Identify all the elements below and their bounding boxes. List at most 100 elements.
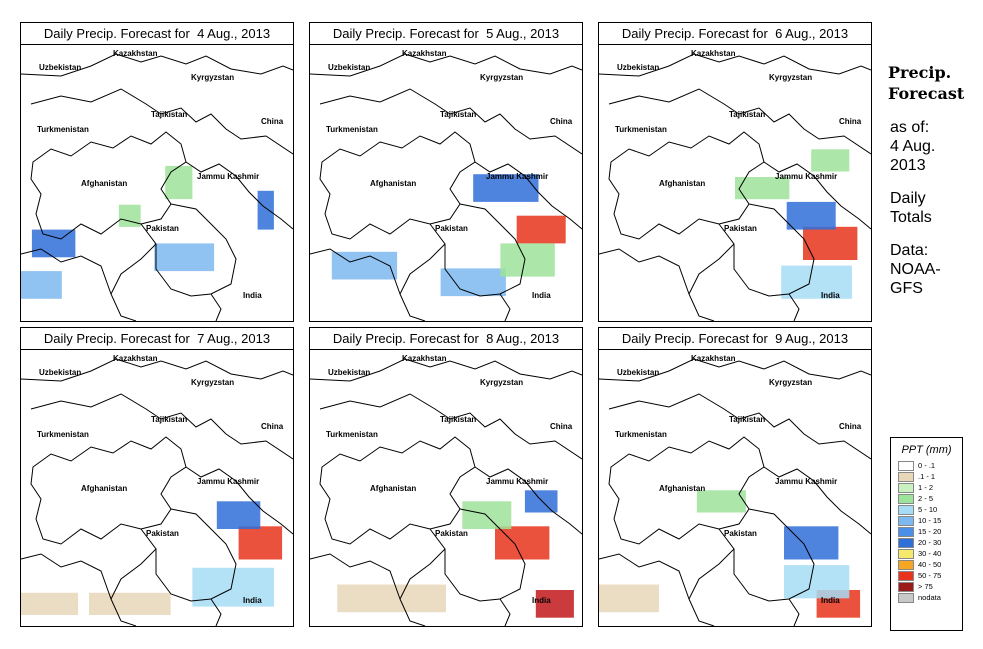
country-label: Afghanistan [659, 179, 705, 188]
border-line [763, 466, 871, 535]
country-label: Kazakhstan [113, 354, 158, 363]
legend-swatch [898, 537, 914, 548]
legend-label: nodata [918, 593, 941, 602]
legend-label: 1 - 2 [918, 483, 934, 492]
country-label: Kazakhstan [691, 354, 736, 363]
precip-cell [524, 490, 558, 513]
precip-cell [781, 265, 852, 299]
legend-swatch [898, 504, 914, 515]
legend-item: 40 - 50 [898, 559, 962, 570]
data-source-line: Data: [890, 242, 929, 259]
country-label: Kazakhstan [402, 354, 447, 363]
border-line [499, 293, 511, 321]
legend-swatch [898, 559, 914, 570]
country-label: Uzbekistan [328, 368, 370, 377]
country-label: Uzbekistan [328, 63, 370, 72]
border-line [210, 598, 222, 626]
legend-label: 5 - 10 [918, 505, 938, 514]
border-line [30, 436, 187, 545]
legend-swatch [898, 548, 914, 559]
legend-swatch [898, 592, 914, 603]
country-label: Kyrgyzstan [191, 378, 234, 387]
legend-label: 30 - 40 [918, 549, 942, 558]
panel-title: Daily Precip. Forecast for 7 Aug., 2013 [21, 328, 293, 350]
panel-title: Daily Precip. Forecast for 9 Aug., 2013 [599, 328, 871, 350]
data-source-line: GFS [890, 280, 923, 297]
border-line [319, 88, 582, 155]
border-line [788, 598, 800, 626]
precip-cell [154, 243, 215, 272]
legend-item: > 75 [898, 581, 962, 592]
border-line [185, 466, 293, 535]
border-line [30, 88, 293, 155]
border-line [499, 598, 511, 626]
precip-map: Kazakhstan Uzbekistan Kyrgyzstan Tajikistan… [21, 44, 293, 321]
border-line [688, 223, 735, 321]
country-label: Tajikistan [151, 415, 187, 424]
country-label: Jammu Kashmir [775, 477, 837, 486]
precip-cell [803, 226, 858, 260]
border-line [599, 53, 871, 77]
legend-label: 10 - 15 [918, 516, 942, 525]
forecast-panel-aug9: Daily Precip. Forecast for 9 Aug., 2013 … [598, 327, 872, 627]
legend-item: 20 - 30 [898, 537, 962, 548]
country-label: China [839, 422, 862, 431]
precip-cell [516, 215, 566, 244]
country-label: Afghanistan [81, 484, 127, 493]
border-line [21, 553, 112, 600]
forecast-panel-aug4: Daily Precip. Forecast for 4 Aug., 2013 … [20, 22, 294, 322]
legend-label: > 75 [918, 582, 933, 591]
country-label: India [243, 291, 262, 300]
border-line [30, 393, 293, 460]
border-line [110, 223, 157, 321]
country-label: Tajikistan [440, 415, 476, 424]
legend-swatch [898, 526, 914, 537]
precip-map: Kazakhstan Uzbekistan Kyrgyzstan Tajikistan… [599, 349, 871, 626]
precip-cell [784, 526, 839, 560]
country-label: Pakistan [435, 224, 468, 233]
precip-cell [89, 592, 171, 615]
country-label: Tajikistan [729, 415, 765, 424]
precip-cell [21, 271, 62, 299]
border-line [185, 161, 293, 230]
border-line [444, 203, 526, 297]
precip-cell [21, 592, 79, 615]
precip-cell [786, 201, 836, 230]
asof-date: 4 Aug. [890, 138, 936, 155]
map-svg: Kazakhstan Uzbekistan Kyrgyzstan Tajikistan… [599, 49, 871, 321]
legend-title: PPT (mm) [901, 444, 952, 456]
border-line [21, 53, 293, 77]
country-label: Jammu Kashmir [197, 172, 259, 181]
country-label: Tajikistan [151, 110, 187, 119]
legend-item: 30 - 40 [898, 548, 962, 559]
border-line [444, 508, 526, 602]
heading-line: Precip. [888, 63, 952, 82]
precip-cell [337, 584, 446, 613]
border-line [310, 53, 582, 77]
forecast-panel-aug8: Daily Precip. Forecast for 8 Aug., 2013 … [309, 327, 583, 627]
country-label: Pakistan [724, 224, 757, 233]
legend-item: 15 - 20 [898, 526, 962, 537]
legend-item: 1 - 2 [898, 482, 962, 493]
border-line [599, 553, 690, 600]
country-label: Pakistan [146, 529, 179, 538]
country-label: Uzbekistan [39, 63, 81, 72]
border-line [608, 131, 765, 240]
border-line [21, 358, 293, 382]
precip-cell [495, 526, 550, 560]
border-line [474, 466, 582, 535]
legend-label: 20 - 30 [918, 538, 942, 547]
info-sidebar: Precip. Forecast as of: 4 Aug. 2013 Dail… [888, 62, 982, 312]
border-line [310, 358, 582, 382]
precip-map: Kazakhstan Uzbekistan Kyrgyzstan Tajikistan… [599, 44, 871, 321]
country-label: Turkmenistan [326, 125, 378, 134]
legend-swatch [898, 471, 914, 482]
legend-label: 50 - 75 [918, 571, 942, 580]
precip-map: Kazakhstan Uzbekistan Kyrgyzstan Tajikistan… [310, 44, 582, 321]
country-label: Jammu Kashmir [775, 172, 837, 181]
border-line [788, 293, 800, 321]
precip-map: Kazakhstan Uzbekistan Kyrgyzstan Tajikistan… [21, 349, 293, 626]
precip-cell [784, 565, 850, 599]
precip-map: Kazakhstan Uzbekistan Kyrgyzstan Tajikistan… [310, 349, 582, 626]
border-line [319, 131, 476, 240]
